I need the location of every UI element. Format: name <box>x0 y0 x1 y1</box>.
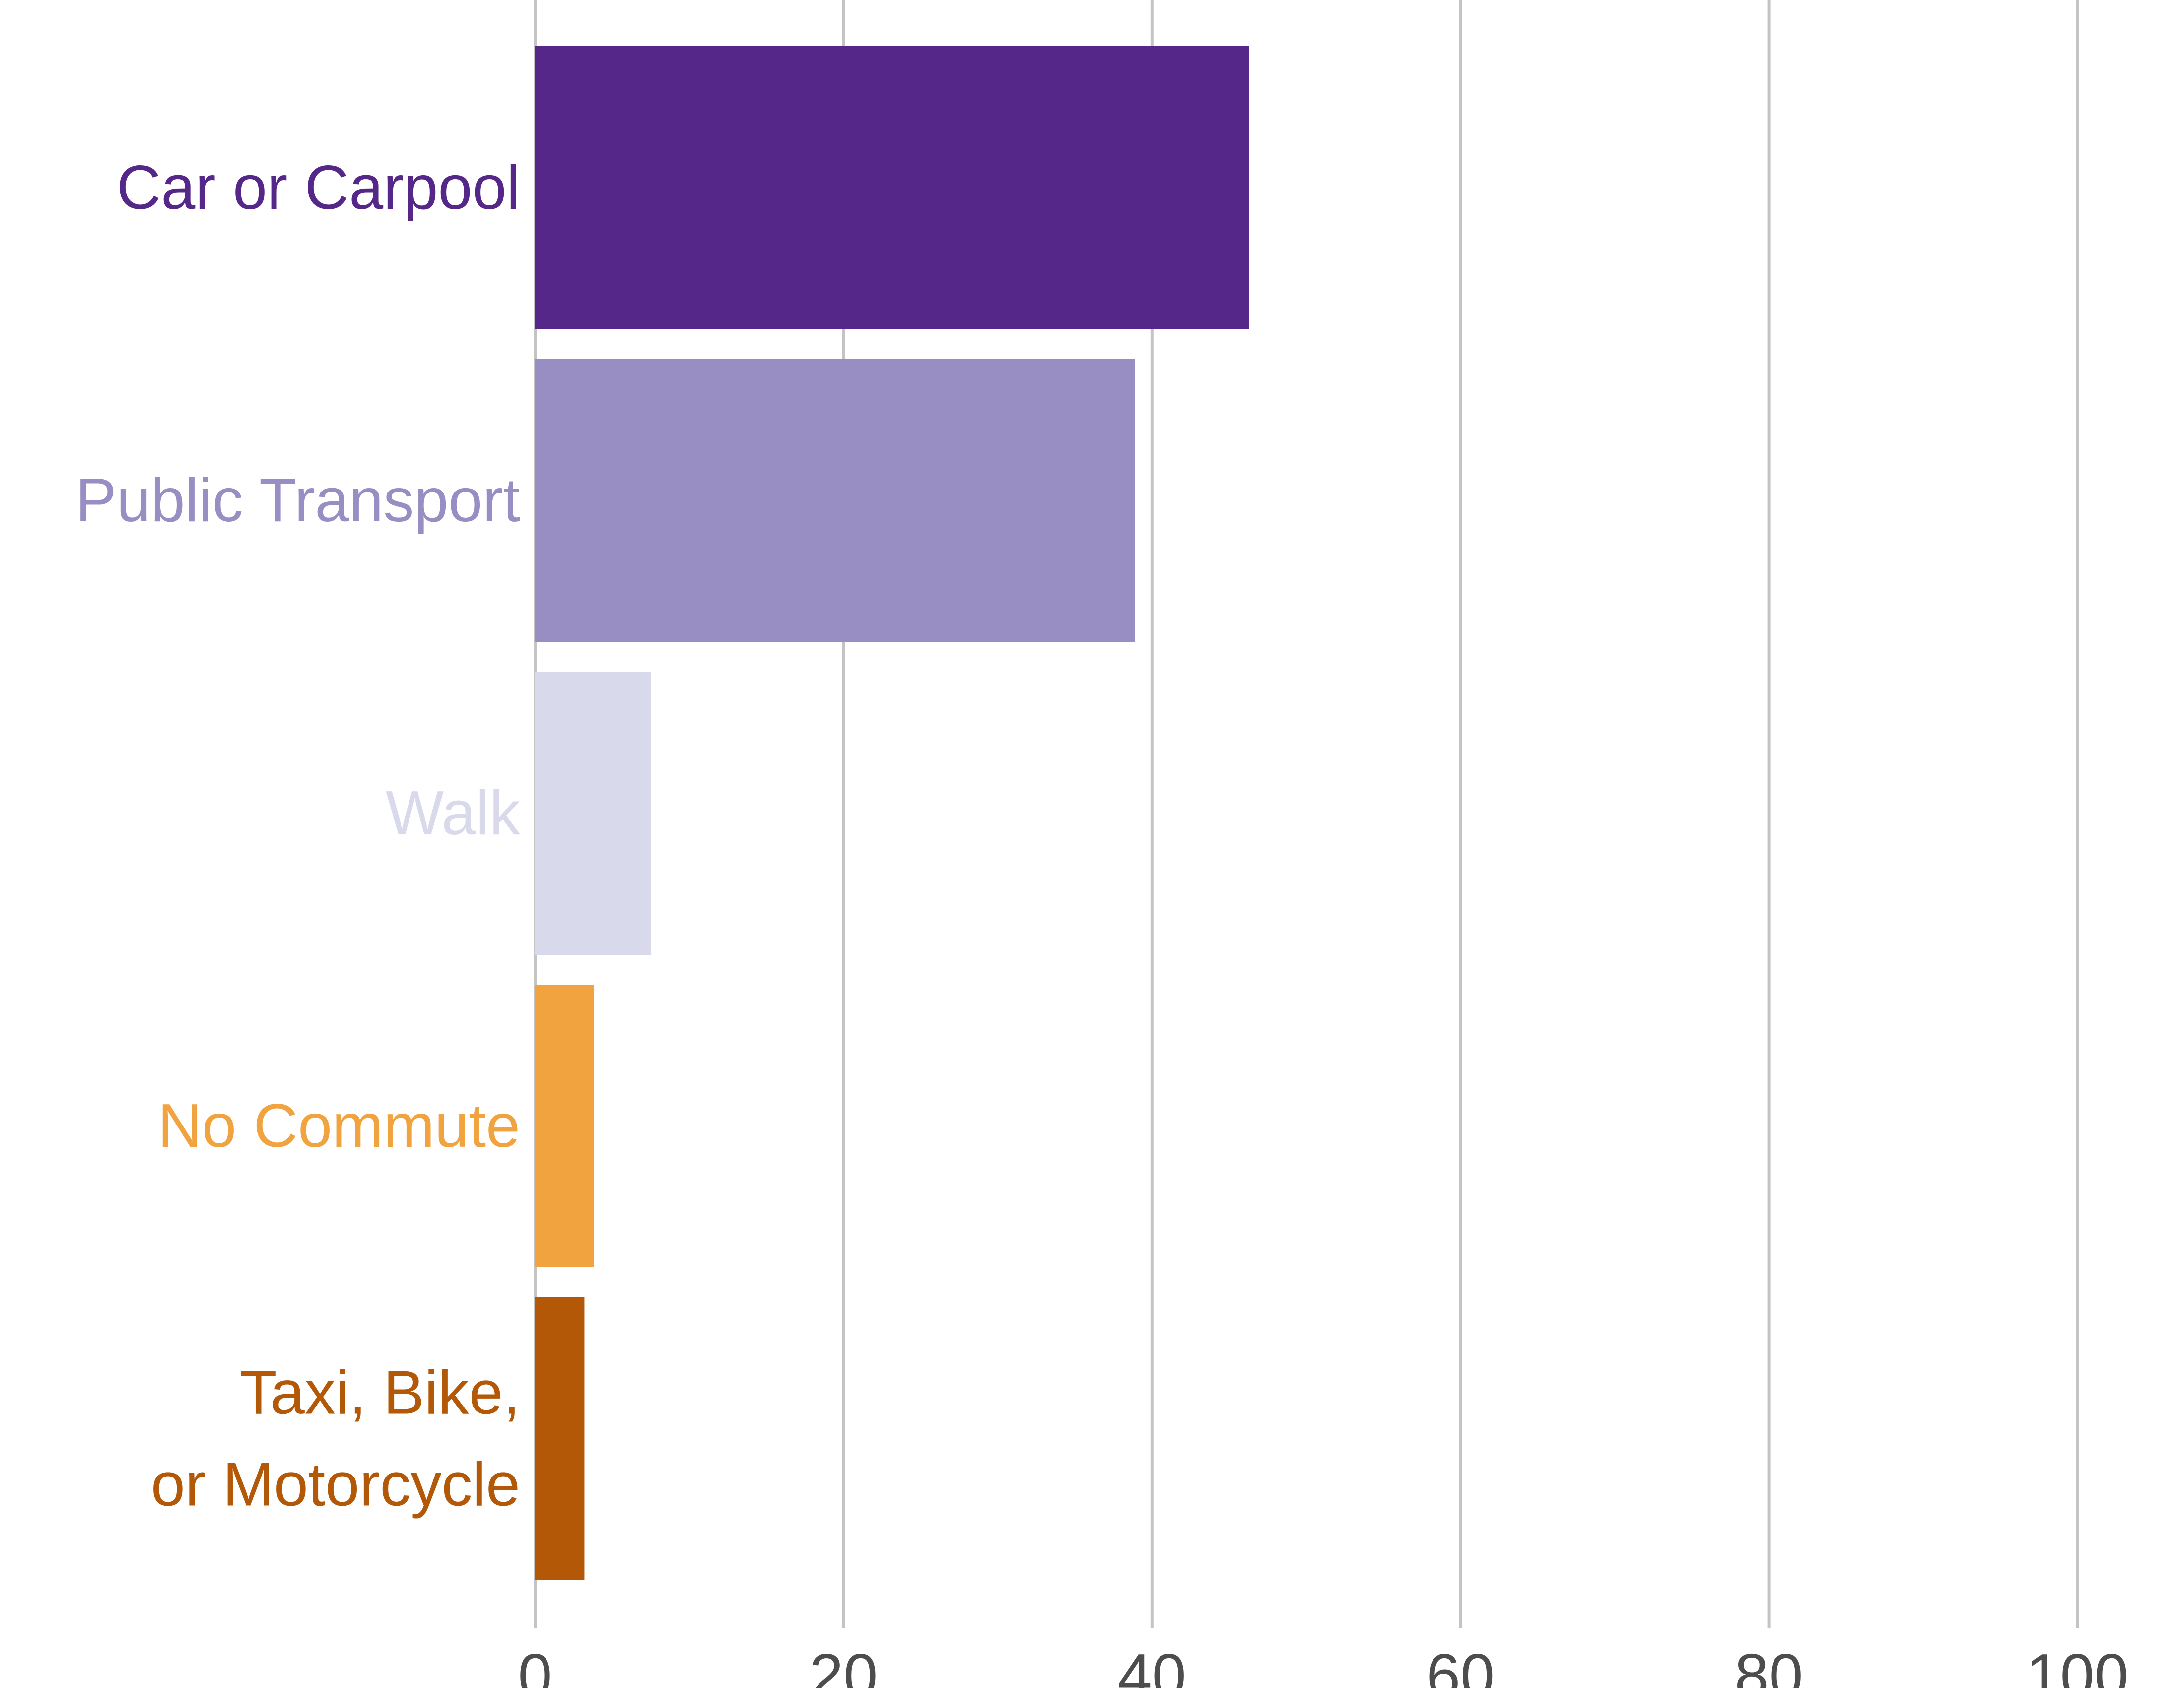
bar-no-commute <box>535 985 594 1267</box>
bars <box>535 46 1249 1580</box>
x-tick-label-20: 20 <box>809 1642 878 1688</box>
category-label-public-transport: Public Transport <box>75 466 520 535</box>
bar-taxi-bike-or-motorcycle <box>535 1297 585 1580</box>
x-tick-label-100: 100 <box>2026 1642 2129 1688</box>
bar-public-transport <box>535 359 1135 642</box>
category-label-taxi-bike-or-motorcycle-line-1: Taxi, Bike, <box>240 1359 520 1427</box>
category-label-no-commute: No Commute <box>158 1092 520 1160</box>
x-axis-tick-labels: 0 20 40 60 80 100 <box>518 1642 2129 1688</box>
category-label-walk: Walk <box>386 779 521 847</box>
category-label-taxi-bike-or-motorcycle-line-2: or Motorcycle <box>151 1451 520 1519</box>
bar-walk <box>535 672 651 955</box>
x-tick-label-0: 0 <box>518 1642 552 1688</box>
x-tick-label-80: 80 <box>1735 1642 1803 1688</box>
x-tick-label-60: 60 <box>1426 1642 1495 1688</box>
category-label-car-or-carpool: Car or Carpool <box>117 153 520 222</box>
x-tick-label-40: 40 <box>1118 1642 1186 1688</box>
bar-car-or-carpool <box>535 46 1249 329</box>
category-labels: Car or Carpool Public Transport Walk No Com… <box>75 153 521 1519</box>
